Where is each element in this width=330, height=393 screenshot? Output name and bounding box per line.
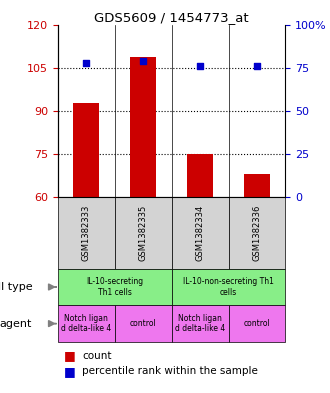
Text: count: count: [82, 351, 112, 361]
Text: Notch ligan
d delta-like 4: Notch ligan d delta-like 4: [61, 314, 111, 333]
Bar: [58, 305, 115, 342]
Text: control: control: [130, 319, 156, 328]
Text: percentile rank within the sample: percentile rank within the sample: [82, 366, 258, 376]
Bar: [172, 197, 228, 269]
Text: GSM1382333: GSM1382333: [82, 205, 91, 261]
Text: GSM1382334: GSM1382334: [196, 205, 205, 261]
Bar: [73, 103, 99, 197]
Text: cell type: cell type: [0, 282, 32, 292]
Bar: [130, 57, 156, 197]
Point: [83, 60, 89, 66]
Text: GSM1382335: GSM1382335: [139, 205, 148, 261]
Text: IL-10-non-secreting Th1
cells: IL-10-non-secreting Th1 cells: [183, 277, 274, 297]
Bar: [172, 305, 228, 342]
Bar: [228, 197, 285, 269]
Point: [254, 63, 260, 70]
Text: IL-10-secreting
Th1 cells: IL-10-secreting Th1 cells: [86, 277, 143, 297]
Text: agent: agent: [0, 319, 32, 329]
Bar: [115, 197, 172, 269]
Bar: [58, 269, 172, 305]
Text: GSM1382336: GSM1382336: [252, 205, 261, 261]
Text: ■: ■: [64, 349, 76, 362]
Text: Notch ligan
d delta-like 4: Notch ligan d delta-like 4: [175, 314, 225, 333]
Bar: [228, 305, 285, 342]
Bar: [115, 305, 172, 342]
Point: [197, 63, 203, 70]
Bar: [172, 269, 285, 305]
Title: GDS5609 / 1454773_at: GDS5609 / 1454773_at: [94, 11, 249, 24]
Point: [141, 58, 146, 64]
Text: ■: ■: [64, 365, 76, 378]
Bar: [244, 174, 270, 197]
Bar: [58, 197, 115, 269]
Text: control: control: [244, 319, 270, 328]
Bar: [187, 154, 213, 197]
